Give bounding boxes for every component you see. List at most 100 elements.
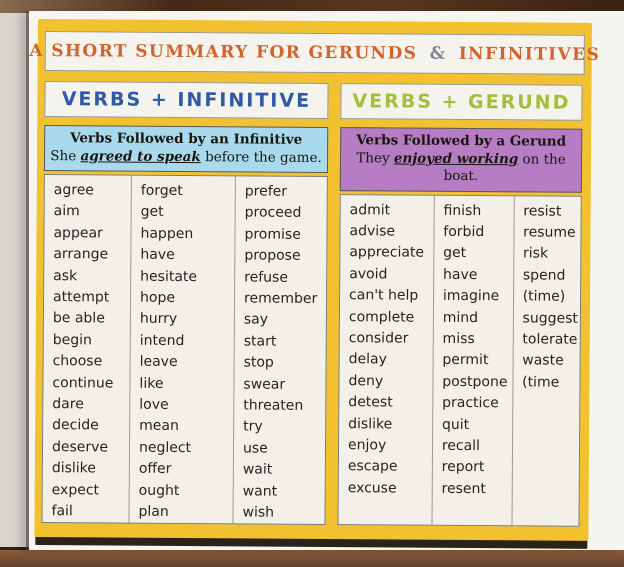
word-item: attempt: [53, 289, 110, 306]
title-bar: A SHORT SUMMARY FOR GERUNDS & INFINITIVE…: [29, 31, 600, 75]
word-item: delay: [348, 351, 387, 368]
word-item: promise: [244, 226, 301, 243]
word-item: remember: [243, 290, 318, 307]
word-item: ask: [53, 267, 78, 284]
word-column: admit advise appreciate avoid can't help comp…: [338, 194, 435, 525]
word-item: enjoy: [347, 437, 387, 454]
infinitive-example-title: Verbs Followed by an Infinitive: [70, 130, 303, 148]
word-column: resist resume risk spend (time) suggest tolera…: [512, 196, 581, 526]
word-item: continue: [52, 374, 114, 392]
word-item: prefer: [244, 183, 288, 200]
word-item: decide: [52, 417, 99, 434]
example-text: before the game.: [200, 148, 322, 166]
word-item: happen: [140, 225, 194, 242]
example-text: She: [50, 147, 81, 164]
word-item: risk: [522, 245, 549, 262]
word-item: be able: [52, 310, 105, 327]
word-item: swear: [243, 376, 286, 393]
word-item: leave: [139, 353, 178, 371]
word-item: wish: [242, 504, 275, 521]
word-column: finish forbid get have imagine mind miss permit…: [432, 195, 515, 526]
word-item: have: [140, 246, 175, 264]
word-item: forbid: [443, 223, 485, 241]
gerund-example-box: Verbs Followed by a Gerund They enjoyed …: [339, 127, 583, 193]
wood-table-top-edge: [0, 0, 624, 13]
word-item: choose: [52, 353, 103, 370]
gerund-example-sentence: They enjoyed working on the boat.: [343, 150, 579, 187]
panel-verbs-infinitive: VERBS + INFINITIVE Verbs Followed by an …: [41, 81, 329, 526]
word-item: say: [243, 311, 269, 329]
panel-verbs-gerund: VERBS + GERUND Verbs Followed by a Gerun…: [337, 83, 583, 527]
word-item: arrange: [53, 246, 109, 263]
word-item: begin: [52, 331, 92, 349]
word-item: spend: [522, 267, 566, 284]
word-item: excuse: [347, 479, 397, 497]
title-text-post: INFINITIVES: [458, 43, 601, 65]
word-item: dare: [52, 396, 84, 413]
word-item: propose: [244, 247, 301, 265]
word-item: complete: [348, 308, 415, 326]
word-item: expect: [51, 481, 100, 499]
word-item: plan: [138, 503, 169, 521]
word-item: hurry: [139, 311, 178, 328]
infinitive-header: VERBS + INFINITIVE: [44, 81, 329, 120]
word-item: agree: [53, 182, 95, 199]
word-item: dislike: [51, 460, 96, 477]
word-item: (time: [522, 374, 560, 391]
word-item: aim: [53, 203, 80, 220]
word-item: love: [139, 396, 169, 413]
word-item: can't help: [349, 287, 419, 304]
word-item: resume: [523, 224, 576, 241]
word-item: imagine: [442, 287, 500, 305]
word-item: forget: [140, 182, 183, 200]
gerund-example-title: Verbs Followed by a Gerund: [356, 132, 567, 150]
word-item: quit: [441, 416, 470, 433]
title-ampersand: &: [429, 43, 447, 64]
word-item: practice: [442, 394, 499, 412]
paper-sheet: A SHORT SUMMARY FOR GERUNDS & INFINITIVE…: [29, 11, 624, 550]
word-item: hope: [140, 289, 176, 306]
word-item: start: [243, 333, 277, 350]
example-highlight: enjoyed working: [393, 149, 519, 167]
gerund-word-table: admit advise appreciate avoid can't help comp…: [337, 193, 582, 527]
word-item: want: [242, 483, 278, 500]
word-item: deserve: [51, 438, 109, 456]
word-item: appear: [53, 224, 103, 242]
word-item: postpone: [442, 373, 508, 391]
word-item: permit: [442, 352, 489, 369]
word-item: offer: [138, 460, 172, 478]
word-item: mind: [442, 309, 479, 326]
word-item: resist: [523, 202, 562, 220]
word-item: intend: [139, 332, 185, 349]
word-item: proceed: [244, 204, 302, 222]
word-item: appreciate: [349, 244, 425, 262]
word-item: report: [441, 459, 485, 476]
example-highlight: agreed to speak: [80, 147, 201, 165]
word-item: use: [242, 440, 268, 457]
gerund-header: VERBS + GERUND: [340, 83, 583, 121]
panels-row: VERBS + INFINITIVE Verbs Followed by an …: [41, 81, 584, 527]
word-item: waste: [522, 352, 564, 370]
word-item: stop: [243, 354, 274, 371]
word-item: (time): [522, 288, 566, 305]
word-item: deny: [348, 372, 384, 390]
infinitive-example-box: Verbs Followed by an Infinitive She agre…: [43, 125, 329, 174]
page-title: A SHORT SUMMARY FOR GERUNDS & INFINITIVE…: [29, 41, 600, 65]
wood-table-bottom-edge: [0, 547, 624, 567]
word-item: dislike: [348, 415, 393, 433]
word-item: refuse: [244, 269, 289, 286]
word-column: forget get happen have hesitate hope hurry inte…: [129, 175, 236, 524]
word-item: ought: [138, 482, 180, 499]
yellow-frame: A SHORT SUMMARY FOR GERUNDS & INFINITIVE…: [29, 19, 600, 541]
word-item: recall: [441, 437, 481, 455]
word-item: escape: [347, 458, 398, 475]
word-column: agree aim appear arrange ask attempt be able be…: [42, 175, 132, 523]
word-item: hesitate: [140, 268, 198, 285]
word-item: miss: [442, 330, 475, 347]
word-item: try: [243, 418, 263, 436]
word-item: threaten: [243, 397, 304, 414]
word-item: resent: [441, 480, 486, 497]
example-text: They: [356, 149, 394, 166]
word-item: have: [442, 266, 478, 283]
word-item: like: [139, 375, 164, 392]
